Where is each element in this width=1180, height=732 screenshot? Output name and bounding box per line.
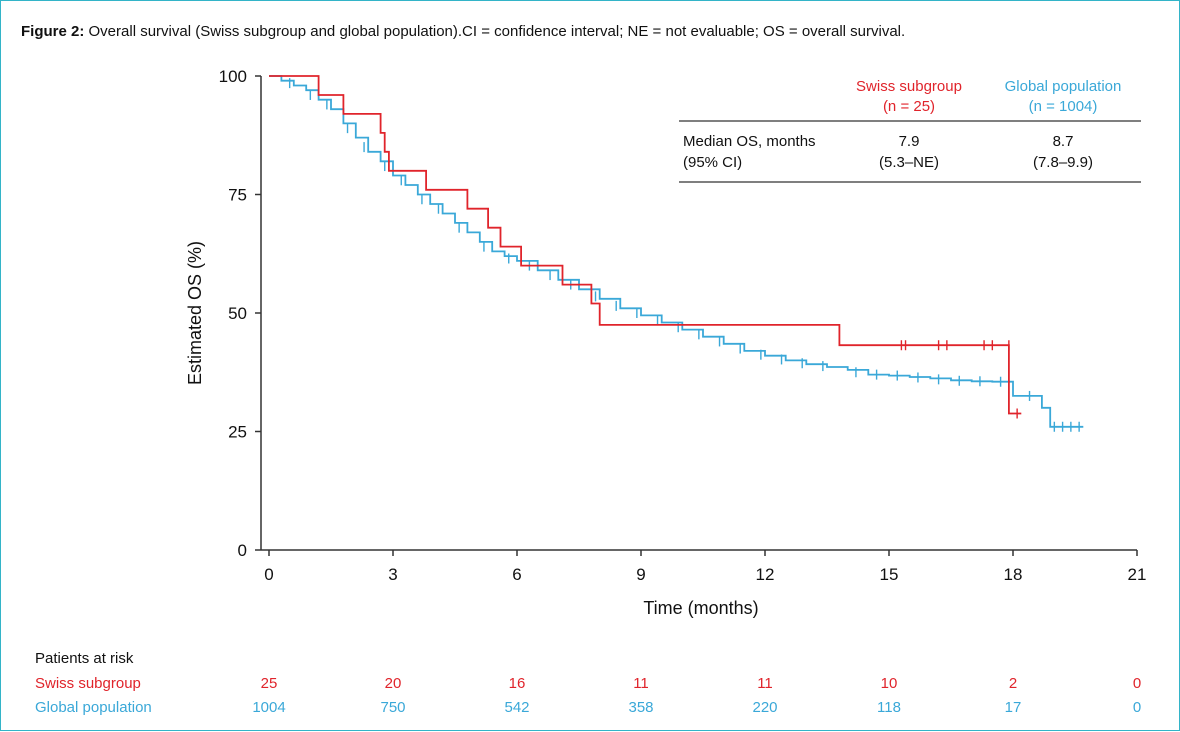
x-tick-label: 9	[636, 565, 645, 584]
x-tick-label: 6	[512, 565, 521, 584]
at-risk-value-swiss: 2	[1009, 675, 1017, 692]
legend-global-name: Global population	[1005, 78, 1122, 95]
x-tick-label: 12	[756, 565, 775, 584]
legend-swiss-median: 7.9	[899, 133, 920, 150]
at-risk-label-global: Global population	[35, 699, 152, 716]
series-line-global	[269, 75, 1084, 428]
x-tick-label: 15	[880, 565, 899, 584]
y-tick-label: 25	[228, 423, 247, 442]
x-tick-label: 18	[1004, 565, 1023, 584]
x-tick-label: 0	[264, 565, 273, 584]
at-risk-value-swiss: 10	[881, 675, 898, 692]
x-axis-label: Time (months)	[643, 598, 758, 618]
legend-swiss-ci: (5.3–NE)	[879, 154, 939, 171]
at-risk-label-swiss: Swiss subgroup	[35, 675, 141, 692]
figure-caption: Figure 2: Overall survival (Swiss subgro…	[21, 23, 1161, 40]
at-risk-value-global: 358	[628, 699, 653, 716]
at-risk-value-global: 17	[1005, 699, 1022, 716]
at-risk-title: Patients at risk	[35, 650, 134, 667]
at-risk-value-global: 750	[380, 699, 405, 716]
at-risk-value-swiss: 11	[633, 675, 649, 692]
legend-row-label-2: (95% CI)	[683, 154, 742, 171]
at-risk-value-global: 1004	[252, 699, 285, 716]
legend-global-n: (n = 1004)	[1029, 98, 1098, 115]
at-risk-value-global: 0	[1133, 699, 1141, 716]
at-risk-value-swiss: 20	[385, 675, 402, 692]
y-tick-label: 100	[219, 67, 247, 86]
at-risk-value-swiss: 16	[509, 675, 526, 692]
at-risk-value-swiss: 0	[1133, 675, 1141, 692]
caption-text: Overall survival (Swiss subgroup and glo…	[84, 23, 906, 40]
at-risk-value-global: 220	[752, 699, 777, 716]
x-tick-label: 21	[1128, 565, 1147, 584]
y-tick-label: 75	[228, 186, 247, 205]
at-risk-value-swiss: 11	[757, 675, 773, 692]
at-risk-value-global: 118	[877, 699, 901, 716]
series-line-swiss	[269, 75, 1022, 415]
legend-swiss-name: Swiss subgroup	[856, 78, 962, 95]
legend-global-ci: (7.8–9.9)	[1033, 154, 1093, 171]
y-tick-label: 0	[238, 541, 247, 560]
y-axis-label: Estimated OS (%)	[185, 241, 205, 385]
at-risk-value-global: 542	[504, 699, 529, 716]
at-risk-value-swiss: 25	[261, 675, 278, 692]
caption-label: Figure 2:	[21, 23, 85, 40]
legend-global-median: 8.7	[1053, 133, 1074, 150]
legend-row-label-1: Median OS, months	[683, 133, 816, 150]
x-tick-label: 3	[388, 565, 397, 584]
legend-swiss-n: (n = 25)	[883, 98, 935, 115]
y-tick-label: 50	[228, 304, 247, 323]
